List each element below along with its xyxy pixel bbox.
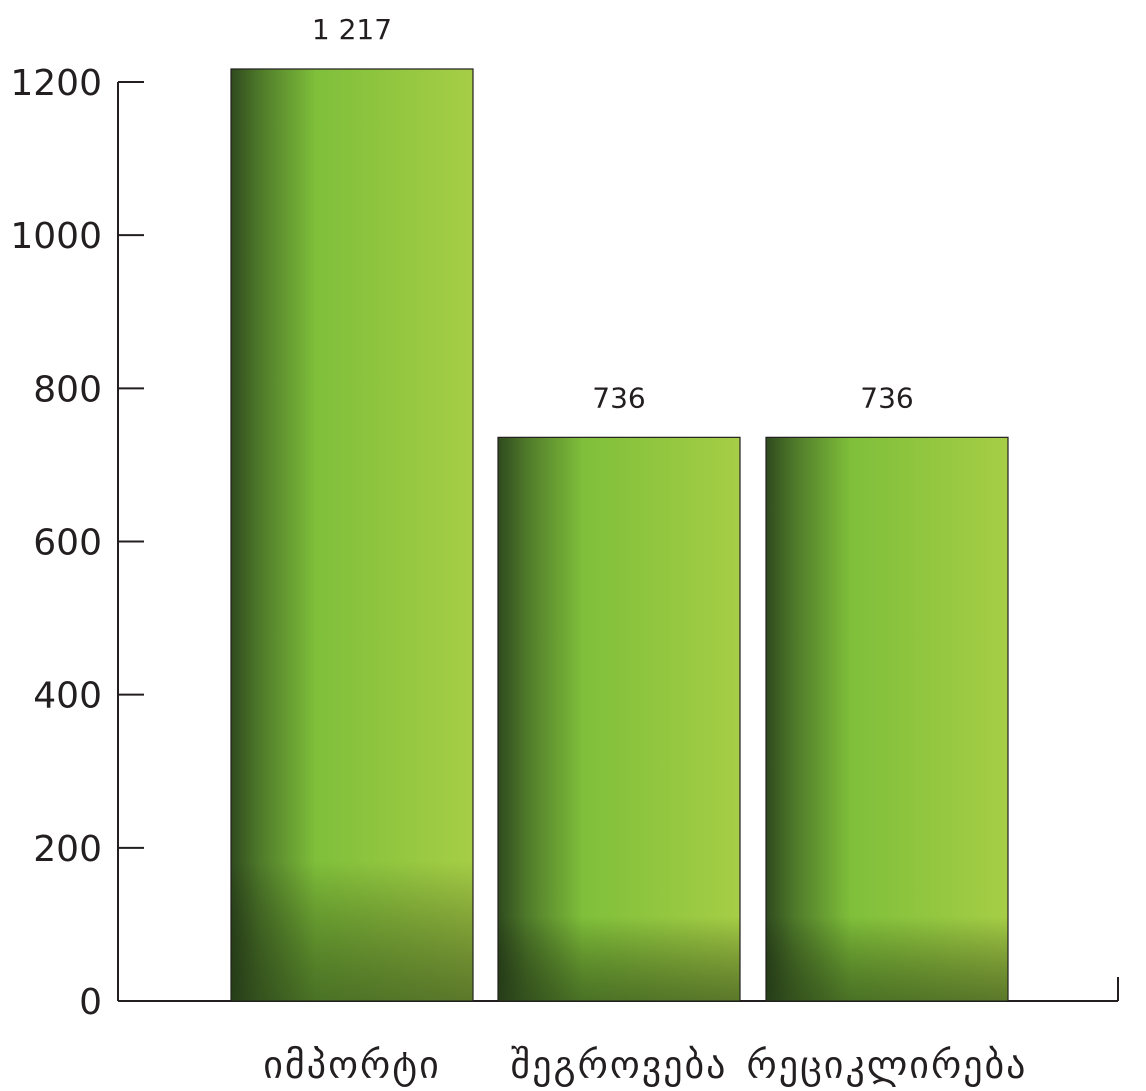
y-tick-label: 600 xyxy=(33,523,102,564)
data-label: 1 217 xyxy=(312,13,392,46)
data-label: 736 xyxy=(592,381,645,414)
bars xyxy=(230,68,1009,1002)
x-tick-label: რეციკლირება xyxy=(747,1043,1028,1087)
y-tick-label: 1200 xyxy=(10,63,102,104)
bar-shade xyxy=(231,68,473,1001)
data-label: 736 xyxy=(860,381,913,414)
y-tick-label: 400 xyxy=(33,676,102,717)
y-tick-label: 1000 xyxy=(10,216,102,257)
labels: 0 200 400 600 800 1000 1200 1 217 იმპორტი 736 შეგრ… xyxy=(10,13,1028,1087)
y-tick-label: 0 xyxy=(79,982,102,1023)
y-tick-label: 200 xyxy=(33,829,102,870)
x-tick-label: იმპორტი xyxy=(263,1043,440,1087)
x-tick-label: შეგროვება xyxy=(511,1043,728,1087)
bar-shade xyxy=(498,437,740,1001)
y-tick-label: 800 xyxy=(33,369,102,410)
bar-shade xyxy=(766,437,1008,1001)
